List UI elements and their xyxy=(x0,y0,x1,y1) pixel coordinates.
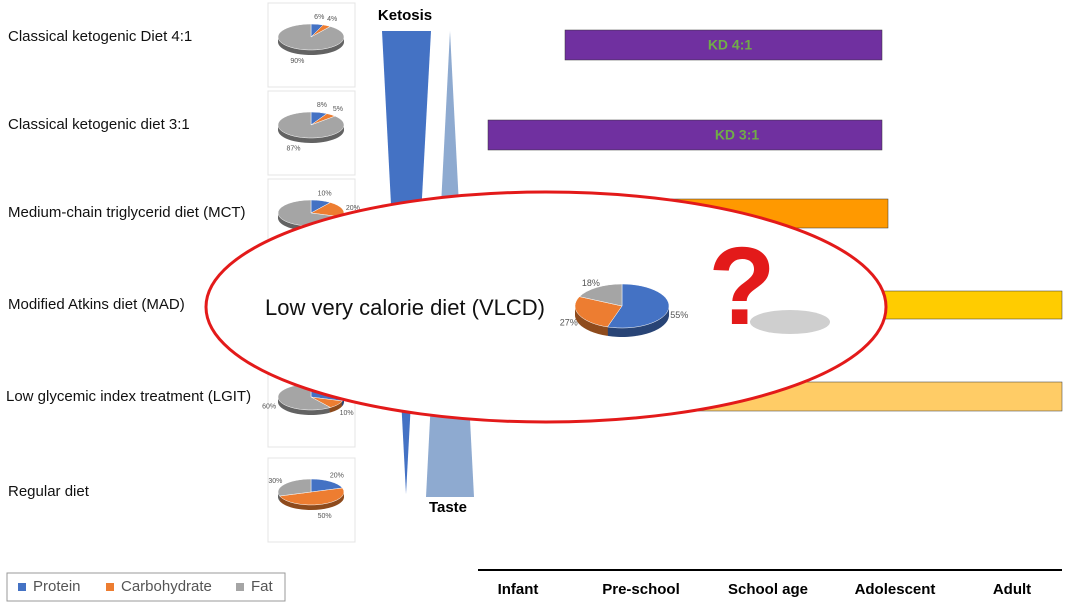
pie-label: 18% xyxy=(582,278,600,288)
pie-slice xyxy=(279,487,345,506)
pie-label: 50% xyxy=(318,513,332,520)
taste-label: Taste xyxy=(429,499,467,516)
age-bar xyxy=(487,119,883,151)
legend-swatch xyxy=(18,583,26,591)
question-shadow xyxy=(750,310,830,334)
diet-name: Modified Atkins diet (MAD) xyxy=(8,296,185,313)
highlight-ellipse xyxy=(204,190,888,424)
question-mark: ? xyxy=(708,225,775,348)
diet-name: Classical ketogenic Diet 4:1 xyxy=(8,28,192,45)
pie-label: 30% xyxy=(268,478,282,485)
diet-name: Classical ketogenic diet 3:1 xyxy=(8,116,190,133)
pie-slice xyxy=(578,283,623,307)
bar-label: KD 3:1 xyxy=(715,127,760,143)
ketosis-label: Ketosis xyxy=(378,7,432,24)
pie-label: 4% xyxy=(327,16,337,23)
pie-label: 10% xyxy=(318,190,332,197)
age-label: School age xyxy=(728,581,808,598)
legend-label: Fat xyxy=(251,578,274,595)
legend-swatch xyxy=(236,583,244,591)
legend-label: Carbohydrate xyxy=(121,578,212,595)
pie-slice xyxy=(277,478,312,497)
legend-label: Protein xyxy=(33,578,81,595)
pie-slice xyxy=(277,23,345,51)
pie-label: 5% xyxy=(333,106,343,113)
pie-label: 87% xyxy=(287,145,301,152)
pie-label: 8% xyxy=(317,102,327,109)
age-label: Pre-school xyxy=(602,581,680,598)
age-bar xyxy=(564,29,883,61)
pie-label: 20% xyxy=(330,473,344,480)
age-label: Infant xyxy=(498,581,539,598)
pie-slice xyxy=(574,296,623,328)
age-label: Adult xyxy=(993,581,1031,598)
age-label: Adolescent xyxy=(855,581,936,598)
pie-label: 60% xyxy=(262,403,276,410)
pie-label: 55% xyxy=(670,310,688,320)
diet-name: Regular diet xyxy=(8,483,90,500)
pie-label: 90% xyxy=(290,58,304,65)
pie-slice xyxy=(607,283,670,329)
diet-name: Medium-chain triglycerid diet (MCT) xyxy=(8,204,246,221)
legend-swatch xyxy=(106,583,114,591)
pie-label: 10% xyxy=(340,410,354,417)
diet-name: Low glycemic index treatment (LGIT) xyxy=(6,388,251,405)
pie-slice xyxy=(277,111,345,139)
pie-label: 6% xyxy=(314,14,324,21)
highlight-title: Low very calorie diet (VLCD) xyxy=(265,295,545,320)
bar-label: KD 4:1 xyxy=(708,37,753,53)
pie-label: 20% xyxy=(346,205,360,212)
pie-label: 27% xyxy=(560,318,578,328)
